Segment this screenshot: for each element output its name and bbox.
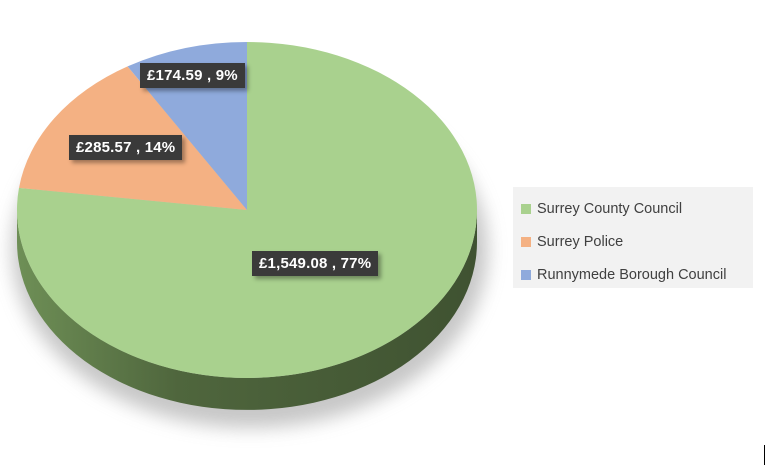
legend-item-surrey-county-council: Surrey County Council — [521, 192, 753, 225]
data-label-runnymede: £174.59 , 9% — [140, 63, 245, 88]
chart-legend: Surrey County Council Surrey Police Runn… — [513, 187, 753, 288]
legend-label: Surrey Police — [537, 233, 624, 250]
legend-swatch-icon — [521, 269, 531, 280]
pie-slices — [16, 42, 478, 378]
pie-side-wall — [17, 210, 477, 410]
legend-swatch-icon — [521, 236, 531, 247]
text-cursor — [764, 445, 765, 465]
legend-swatch-icon — [521, 203, 531, 214]
legend-label: Surrey County Council — [537, 200, 683, 217]
legend-item-surrey-police: Surrey Police — [521, 225, 753, 258]
pie-side-surface — [17, 210, 477, 410]
data-label-surrey-county-council: £1,549.08 , 77% — [252, 251, 379, 276]
data-label-surrey-police: £285.57 , 14% — [69, 135, 183, 160]
legend-item-runnymede-borough-council: Runnymede Borough Council — [521, 258, 753, 291]
legend-label: Runnymede Borough Council — [537, 266, 727, 283]
